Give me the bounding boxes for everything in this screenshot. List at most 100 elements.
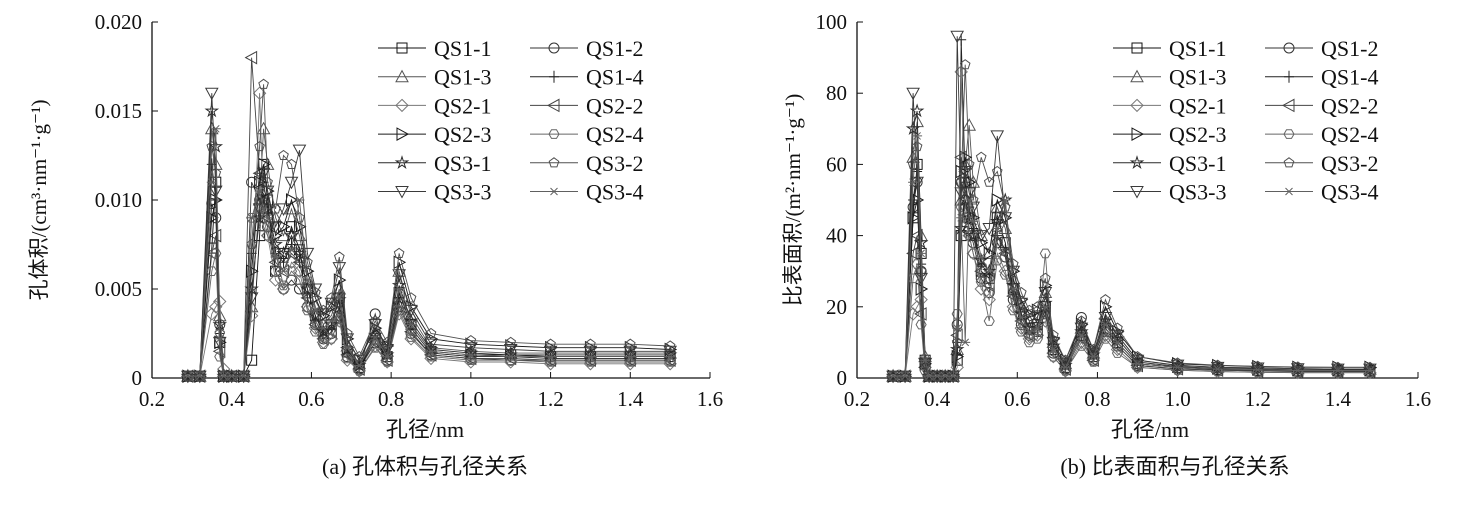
legend-label: QS3-3 [1169,180,1226,205]
data-point [210,124,221,133]
data-point [293,275,306,285]
data-point [276,203,291,216]
data-point [1110,329,1125,343]
legend-marker [549,70,559,83]
x-tick-label: 0.6 [298,387,324,411]
data-point [973,252,989,267]
data-point [370,333,381,341]
legend-item: QS1-1 [378,36,491,61]
panel-a: (a) 孔体积与孔径关系 孔径/nm 孔体积/(cm³·nm⁻¹·g⁻¹) 0.… [27,10,723,479]
data-point [1210,361,1225,375]
data-point [1006,265,1021,279]
legend-item: QS3-4 [1265,180,1378,205]
data-point [205,307,219,321]
y-tick-label: 0.015 [95,99,142,123]
data-point [204,246,218,261]
data-point [1022,315,1037,329]
legend-marker [1283,157,1295,168]
data-point [308,283,323,297]
legend: QS1-1 QS1-2 QS1-3 QS1-4 QS2-1 QS2-2 QS2-3 QS2-4… [1113,36,1378,205]
data-point [342,343,353,352]
data-point [954,187,969,200]
legend-label: QS3-2 [1321,151,1378,176]
data-point [984,267,995,276]
data-point [1015,286,1027,298]
data-point [334,292,345,300]
axes: 0.2 0.4 0.6 0.8 1.0 1.2 1.4 1.6 0 0.005 0.010 0.015… [95,10,723,411]
data-point [424,338,438,352]
series-line [187,93,671,377]
data-point [907,210,921,225]
data-point [991,165,1003,177]
legend-item: QS2-4 [1265,122,1378,147]
data-point [292,255,305,270]
legend-item: QS1-3 [378,65,491,90]
y-tick-label: 100 [816,10,848,34]
data-point [960,338,971,347]
data-point [333,273,347,287]
data-point [992,224,1003,233]
data-point [268,221,283,234]
data-point [967,248,979,259]
legend-label: QS1-2 [1321,36,1378,61]
data-point [340,353,355,367]
data-point [246,264,259,279]
legend-item: QS2-2 [1265,93,1378,118]
panel-b-y-axis-title: 比表面积/(m²·nm⁻¹·g⁻¹) [781,94,805,307]
data-point [325,299,339,314]
panel-a-y-axis-title: 孔体积/(cm³·nm⁻¹·g⁻¹) [27,100,51,301]
data-point [278,267,289,276]
data-point [585,338,596,349]
y-tick-label: 20 [826,295,847,319]
y-tick-label: 40 [826,224,847,248]
series-QS3-4 [182,124,676,381]
data-point [208,228,222,243]
data-point [301,264,315,279]
data-point [268,236,283,251]
legend-item: QS3-3 [378,180,491,205]
data-point [292,144,307,158]
x-tick-label: 1.4 [617,387,644,411]
series-QS3-4 [888,132,1375,381]
legend-marker [1130,98,1144,113]
data-point [246,238,257,250]
data-point [951,309,963,319]
data-point [503,344,518,357]
y-tick-label: 0 [837,366,848,390]
data-point [911,259,923,269]
data-point [254,175,267,190]
data-point [951,349,965,364]
data-point [963,175,977,190]
data-point [1048,329,1059,340]
data-point [1364,361,1376,372]
data-point [663,345,677,359]
data-point [256,167,271,181]
legend-marker [1131,42,1143,54]
legend-label: QS3-1 [434,151,491,176]
data-point [268,273,283,287]
data-point [206,266,218,277]
data-point [1098,311,1113,325]
data-point [406,320,417,329]
data-point [1039,248,1051,259]
data-point [425,327,437,339]
data-point [1332,366,1343,375]
data-point [975,277,987,287]
legend-label: QS2-2 [586,93,643,118]
data-point [981,263,997,278]
data-point [625,352,636,361]
x-tick-label: 1.2 [1245,387,1271,411]
x-tick-label: 0.2 [139,387,165,411]
data-point [1088,352,1099,361]
legend-item: QS3-2 [1265,151,1378,176]
legend-marker [396,127,410,141]
data-point [294,196,305,204]
data-point [1030,316,1045,331]
data-point [963,230,975,241]
legend-marker [546,98,560,113]
data-point [1015,326,1027,337]
legend-marker [548,129,560,139]
data-point [332,314,347,328]
data-point [991,193,1005,207]
data-point [262,213,273,222]
